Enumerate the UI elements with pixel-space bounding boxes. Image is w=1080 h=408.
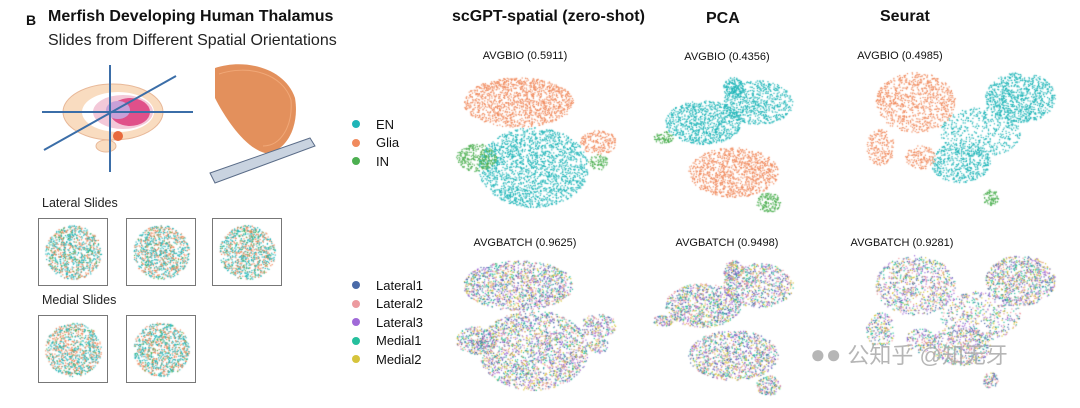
scgpt-avgbio: AVGBIO (0.5911)	[482, 50, 568, 62]
tissue-slide-illustration	[209, 64, 316, 184]
panel-letter: B	[26, 12, 37, 28]
legend-label: Glia	[376, 135, 400, 151]
pca-celltype-umap	[648, 62, 808, 222]
celltype-legend-item: EN	[352, 115, 399, 134]
pca-avgbatch: AVGBATCH (0.9498)	[675, 237, 779, 249]
scgpt-avgbatch: AVGBATCH (0.9625)	[473, 237, 577, 249]
watermark-text: 公知乎 @知无牙	[847, 343, 1008, 368]
lateral-slides-label: Lateral Slides	[42, 196, 118, 210]
seurat-celltype-umap	[860, 62, 1065, 222]
scgpt-batch-umap	[448, 250, 628, 400]
batch-legend-item: Medial2	[352, 350, 423, 369]
celltype-legend-item: Glia	[352, 134, 399, 153]
legend-dot-icon	[352, 120, 360, 129]
medial-slide-1	[38, 315, 108, 383]
pca-batch-umap	[648, 250, 808, 400]
watermark: ●● 公知乎 @知无牙	[810, 338, 1008, 370]
batch-legend-item: Lateral3	[352, 313, 423, 332]
celltype-legend-item: IN	[352, 152, 399, 171]
legend-dot-icon	[352, 318, 360, 327]
lateral-slide-3	[212, 218, 282, 286]
column-title-pca: PCA	[706, 10, 740, 27]
brain-axes-illustration	[42, 65, 193, 172]
legend-label: Lateral1	[376, 277, 423, 293]
scgpt-celltype-umap	[448, 62, 628, 222]
legend-dot-icon	[352, 281, 360, 290]
legend-dot-icon	[352, 138, 360, 147]
medial-slide-2	[126, 315, 196, 383]
figure-subtitle: Slides from Different Spatial Orientatio…	[48, 32, 337, 49]
lateral-slide-2	[126, 218, 196, 286]
column-title-seurat: Seurat	[880, 8, 930, 25]
legend-label: Lateral3	[376, 314, 423, 330]
legend-label: Medial2	[376, 351, 422, 367]
batch-legend: Lateral1 Lateral2 Lateral3 Medial1 Medial2	[352, 276, 423, 369]
batch-legend-item: Medial1	[352, 332, 423, 351]
legend-dot-icon	[352, 336, 360, 345]
legend-dot-icon	[352, 299, 360, 308]
wechat-icon: ●●	[810, 338, 842, 369]
seurat-batch-umap	[860, 250, 1065, 400]
column-title-scgpt: scGPT-spatial (zero-shot)	[452, 8, 645, 25]
legend-dot-icon	[352, 157, 360, 166]
seurat-avgbatch: AVGBATCH (0.9281)	[850, 237, 954, 249]
lateral-slide-1	[38, 218, 108, 286]
celltype-legend: EN Glia IN	[352, 115, 399, 171]
batch-legend-item: Lateral1	[352, 276, 423, 295]
legend-label: EN	[376, 116, 395, 132]
medial-slides-label: Medial Slides	[42, 293, 117, 307]
legend-dot-icon	[352, 355, 360, 364]
pca-avgbio: AVGBIO (0.4356)	[684, 51, 770, 63]
legend-label: Medial1	[376, 333, 422, 349]
legend-label: Lateral2	[376, 296, 423, 312]
legend-label: IN	[376, 153, 389, 169]
batch-legend-item: Lateral2	[352, 295, 423, 314]
seurat-avgbio: AVGBIO (0.4985)	[857, 50, 943, 62]
figure-title: Merfish Developing Human Thalamus	[48, 8, 334, 25]
